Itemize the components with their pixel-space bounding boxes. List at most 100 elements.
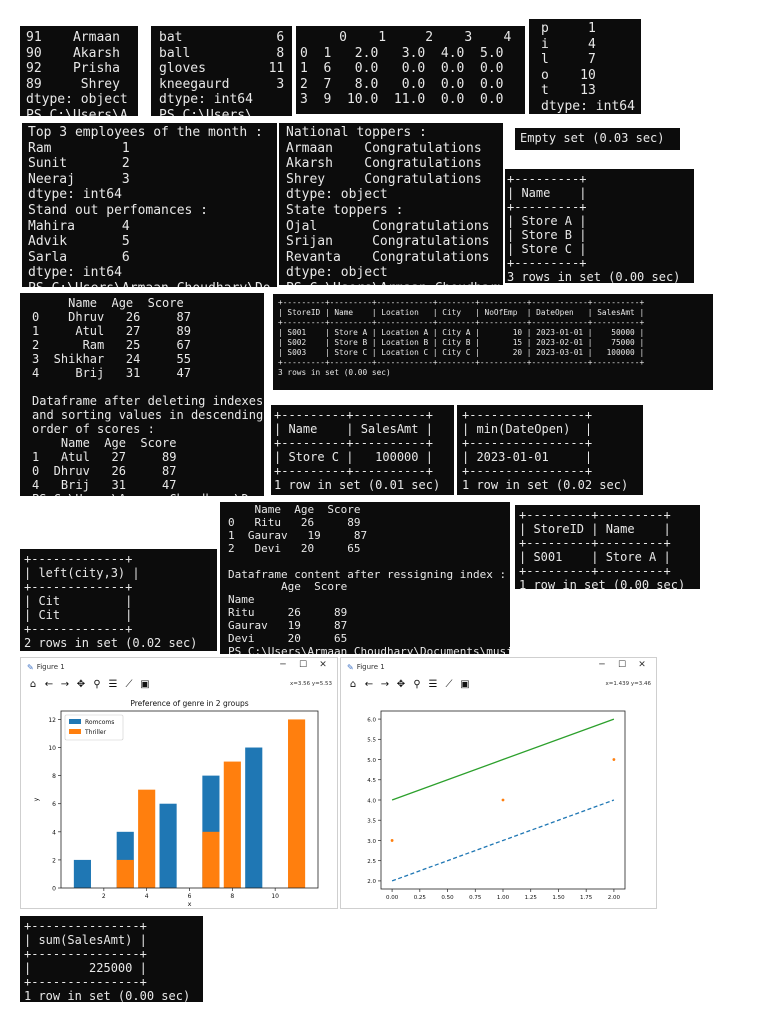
window-titlebar: ✎ Figure 1 ─ ☐ ✕ xyxy=(21,658,337,676)
pan-icon[interactable]: ✥ xyxy=(76,679,86,690)
y-tick-label: 10 xyxy=(48,745,56,752)
terminal-output: Empty set (0.03 sec) xyxy=(520,131,665,145)
minimize-button[interactable]: ─ xyxy=(280,660,286,670)
legend-swatch xyxy=(69,729,81,734)
line-chart: 2.0 2.5 3.0 3.5 4.0 4.5 5.0 5.5 6.0 0.00 0.25 0.50 0… xyxy=(367,710,626,901)
terminal-output: +---------+---------+------------+------… xyxy=(278,298,645,377)
bar-2-4 xyxy=(223,761,241,888)
y-tick-label: 2.0 xyxy=(367,879,376,885)
chart-title: Preference of genre in 2 groups xyxy=(130,699,248,708)
terminal-output: p 1 i 4 l 7 o 10 t 13 dtype: int64 xyxy=(541,21,635,114)
terminal-output: +---------------+ | sum(SalesAmt) | +---… xyxy=(24,919,191,1002)
figure-window-bar-chart: ✎ Figure 1 ─ ☐ ✕ ⌂ ← → ✥ ⚲ ☰ ⟋ ▣ x=3.56 … xyxy=(20,657,338,909)
terminal-output: +----------------+ | min(DateOpen) | +--… xyxy=(462,408,629,492)
forward-icon[interactable]: → xyxy=(380,679,390,690)
terminal-min-date: +----------------+ | min(DateOpen) | +--… xyxy=(457,405,643,495)
terminal-stores-table: +---------+---------+------------+------… xyxy=(273,294,713,390)
dashed-line xyxy=(391,799,615,882)
terminal-output: 0 1 2 3 4 0 1 2.0 3.0 4.0 5.0 1 6 0.0 0.… xyxy=(300,30,512,108)
terminal-output: Name Age Score 0 Ritu 26 89 1 Gaurav 19 … xyxy=(228,503,510,654)
legend-label: Thriller xyxy=(84,729,107,736)
save-icon[interactable]: ▣ xyxy=(140,679,150,690)
terminal-series-names: 91 Armaan 90 Akarsh 92 Prisha 89 Shrey d… xyxy=(20,26,138,116)
y-tick-label: 5.5 xyxy=(367,738,376,744)
y-axis-label: y xyxy=(32,797,40,801)
data-point xyxy=(612,758,616,761)
maximize-button[interactable]: ☐ xyxy=(298,660,308,670)
configure-icon[interactable]: ☰ xyxy=(108,679,118,690)
bar-2-3 xyxy=(202,831,220,888)
maximize-button[interactable]: ☐ xyxy=(617,660,627,670)
terminal-store-id: +---------+---------+ | StoreID | Name |… xyxy=(515,505,700,589)
figure-toolbar: ⌂ ← → ✥ ⚲ ☰ ⟋ ▣ x=3.56 y=5.53 xyxy=(21,676,337,693)
x-tick-label: 1.00 xyxy=(497,895,510,901)
x-tick-label: 4 xyxy=(145,893,149,900)
legend-swatch xyxy=(69,719,81,724)
home-icon[interactable]: ⌂ xyxy=(29,679,37,690)
x-tick-label: 2.00 xyxy=(608,895,621,901)
terminal-sum-sales: +---------------+ | sum(SalesAmt) | +---… xyxy=(20,916,203,1002)
close-button[interactable]: ✕ xyxy=(638,660,646,670)
bar-1-1 xyxy=(73,859,91,888)
forward-icon[interactable]: → xyxy=(60,679,70,690)
terminal-output: +---------+ | Name | +---------+ | Store… xyxy=(507,172,681,283)
back-icon[interactable]: ← xyxy=(44,679,54,690)
figure-toolbar: ⌂ ← → ✥ ⚲ ☰ ⟋ ▣ x=1.439 y=3.46 xyxy=(341,676,656,693)
y-tick-label: 2 xyxy=(52,857,56,864)
x-tick-label: 1.50 xyxy=(552,895,565,901)
edit-axis-icon[interactable]: ⟋ xyxy=(445,679,453,690)
bar-2-1 xyxy=(116,859,134,888)
y-tick-label: 5.0 xyxy=(367,758,376,764)
terminal-output: National toppers : Armaan Congratulation… xyxy=(286,125,503,285)
y-tick-label: 2.5 xyxy=(367,859,376,865)
cursor-coordinates: x=1.439 y=3.46 xyxy=(605,681,651,687)
x-axis-label: x xyxy=(188,900,192,908)
x-tick-label: 0.50 xyxy=(441,895,454,901)
x-tick-label: 0.00 xyxy=(386,895,399,901)
data-point xyxy=(501,798,505,802)
close-button[interactable]: ✕ xyxy=(319,660,327,670)
bar-1-3 xyxy=(159,803,177,888)
terminal-store-names: +---------+ | Name | +---------+ | Store… xyxy=(505,169,694,283)
solid-line xyxy=(391,718,615,801)
x-tick-label: 6 xyxy=(188,893,192,900)
bar-2-5 xyxy=(288,719,306,888)
terminal-series-letters: p 1 i 4 l 7 o 10 t 13 dtype: int64 xyxy=(529,19,641,114)
y-tick-label: 0 xyxy=(52,886,56,893)
edit-axis-icon[interactable]: ⟋ xyxy=(125,679,133,690)
y-tick-label: 12 xyxy=(48,717,56,724)
minimize-button[interactable]: ─ xyxy=(599,660,605,670)
terminal-series-equipment: bat 6 ball 8 gloves 11 kneegaurd 3 dtype… xyxy=(151,26,292,116)
terminal-reassign-index: Name Age Score 0 Ritu 26 89 1 Gaurav 19 … xyxy=(220,502,510,654)
y-tick-label: 4.0 xyxy=(367,798,376,804)
save-icon[interactable]: ▣ xyxy=(460,679,470,690)
y-tick-label: 3.0 xyxy=(367,839,376,845)
zoom-icon[interactable]: ⚲ xyxy=(413,679,421,690)
terminal-output: Name Age Score 0 Dhruv 26 87 1 Atul 27 8… xyxy=(32,296,264,496)
legend-label: Romcoms xyxy=(85,719,114,726)
zoom-icon[interactable]: ⚲ xyxy=(93,679,101,690)
terminal-max-sales: +---------+----------+ | Name | SalesAmt… xyxy=(271,405,454,495)
terminal-output: Top 3 employees of the month : Ram 1 Sun… xyxy=(28,125,271,287)
pan-icon[interactable]: ✥ xyxy=(396,679,406,690)
terminal-toppers: National toppers : Armaan Congratulation… xyxy=(279,123,503,285)
home-icon[interactable]: ⌂ xyxy=(349,679,357,690)
y-tick-label: 3.5 xyxy=(367,819,376,825)
x-tick-label: 2 xyxy=(102,893,106,900)
configure-icon[interactable]: ☰ xyxy=(428,679,438,690)
terminal-output: +---------+---------+ | StoreID | Name |… xyxy=(519,508,686,589)
matplotlib-icon: ✎ xyxy=(27,662,34,672)
window-title: Figure 1 xyxy=(36,663,65,671)
y-tick-label: 4 xyxy=(52,829,56,836)
terminal-output: bat 6 ball 8 gloves 11 kneegaurd 3 dtype… xyxy=(159,30,285,116)
bar-chart: Preference of genre in 2 groups 0 2 4 6 8 10 12… xyxy=(32,699,319,908)
terminal-output: +-------------+ | left(city,3) | +------… xyxy=(24,552,198,650)
terminal-output: +---------+----------+ | Name | SalesAmt… xyxy=(274,408,441,492)
bar-1-5 xyxy=(245,747,263,888)
data-point xyxy=(390,839,394,842)
y-tick-label: 4.5 xyxy=(367,778,376,784)
x-tick-label: 1.75 xyxy=(580,895,593,901)
x-tick-label: 0.75 xyxy=(469,895,482,901)
back-icon[interactable]: ← xyxy=(364,679,374,690)
terminal-dataframe-numbers: 0 1 2 3 4 0 1 2.0 3.0 4.0 5.0 1 6 0.0 0.… xyxy=(296,26,525,114)
